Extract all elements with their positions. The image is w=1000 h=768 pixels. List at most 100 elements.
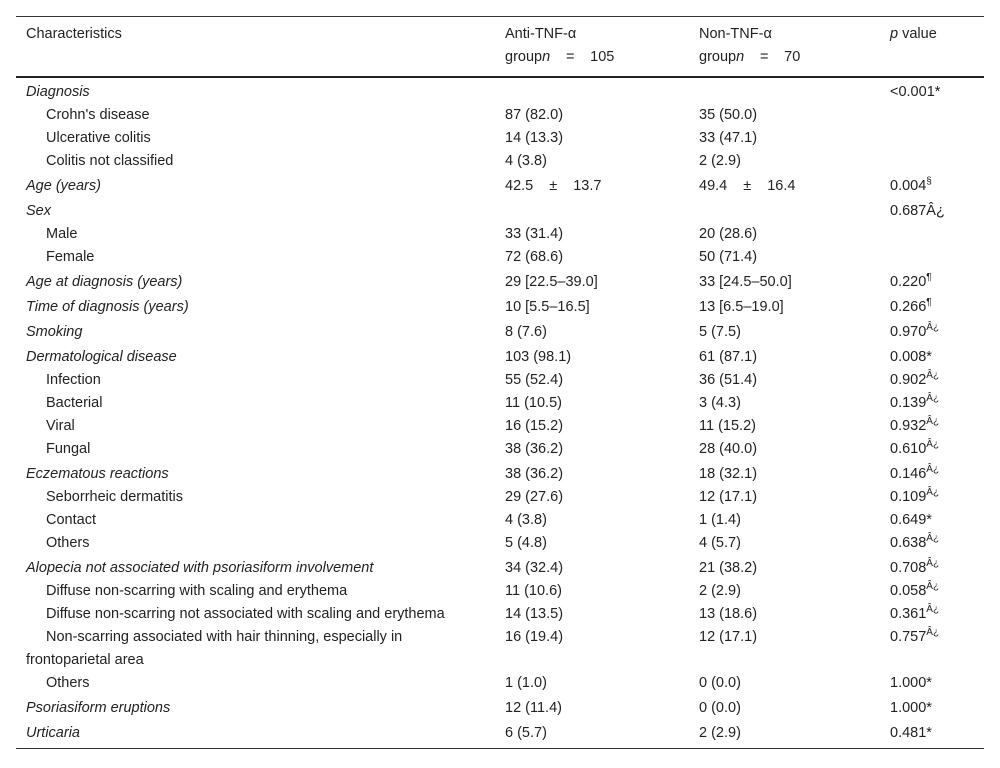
p-value: 0.361Â¿ bbox=[880, 603, 984, 626]
p-value: 0.146Â¿ bbox=[880, 461, 984, 486]
table-row: Infection 55 (52.4) 36 (51.4) 0.902Â¿ bbox=[16, 369, 984, 392]
p-value-footnote-mark: ¶ bbox=[926, 272, 932, 283]
anti-tnf-value: 8 (7.6) bbox=[505, 324, 547, 340]
p-value: <0.001* bbox=[880, 77, 984, 104]
non-tnf-value: 0 (0.0) bbox=[699, 675, 741, 691]
row-label: Bacterial bbox=[46, 395, 103, 411]
anti-tnf-value: 33 (31.4) bbox=[505, 226, 564, 242]
non-tnf-value: 12 (17.1) bbox=[699, 489, 758, 505]
header-non-tnf: Non-TNF-α groupn = 70 bbox=[699, 26, 801, 65]
p-value: 0.708Â¿ bbox=[880, 555, 984, 580]
non-tnf-value: 2 (2.9) bbox=[699, 725, 741, 741]
table-row: Urticaria 6 (5.7) 2 (2.9) 0.481* bbox=[16, 720, 984, 749]
table-row: Age at diagnosis (years) 29 [22.5–39.0] 33… bbox=[16, 269, 984, 294]
table-row: Colitis not classified 4 (3.8) 2 (2.9) bbox=[16, 150, 984, 173]
row-label: Viral bbox=[46, 418, 75, 434]
anti-tnf-value: 16 (19.4) bbox=[505, 629, 564, 645]
p-value-text: 0.146 bbox=[890, 466, 927, 482]
p-value: 0.970Â¿ bbox=[880, 319, 984, 344]
non-tnf-value: 12 (17.1) bbox=[699, 629, 758, 645]
row-label: Diffuse non-scarring with scaling and er… bbox=[46, 583, 348, 599]
row-label: Contact bbox=[46, 512, 96, 528]
p-value-text: 0.361 bbox=[890, 606, 927, 622]
row-label: Seborrheic dermatitis bbox=[46, 489, 183, 505]
row-label: Eczematous reactions bbox=[26, 466, 169, 482]
p-value-text: 0.708 bbox=[890, 560, 927, 576]
p-value bbox=[880, 246, 984, 269]
anti-tnf-value: 14 (13.3) bbox=[505, 130, 564, 146]
row-label: Psoriasiform eruptions bbox=[26, 700, 171, 716]
anti-tnf-value: 10 [5.5–16.5] bbox=[505, 299, 590, 315]
row-label: Infection bbox=[46, 372, 101, 388]
p-value-text: 1.000* bbox=[890, 675, 932, 691]
p-value-footnote-mark: Â¿ bbox=[926, 370, 940, 381]
p-value-text: 0.220 bbox=[890, 274, 927, 290]
non-tnf-value: 20 (28.6) bbox=[699, 226, 758, 242]
p-value: 0.638Â¿ bbox=[880, 532, 984, 555]
row-label: Sex bbox=[26, 203, 51, 219]
p-value-footnote-mark: Â¿ bbox=[926, 533, 940, 544]
table-row: Time of diagnosis (years) 10 [5.5–16.5] 13… bbox=[16, 294, 984, 319]
p-value-footnote-mark: Â¿ bbox=[926, 464, 940, 475]
non-tnf-value: 33 [24.5–50.0] bbox=[699, 274, 792, 290]
anti-tnf-value: 5 (4.8) bbox=[505, 535, 547, 551]
p-value: 1.000* bbox=[880, 695, 984, 720]
non-tnf-value: 28 (40.0) bbox=[699, 441, 758, 457]
p-value: 0.109Â¿ bbox=[880, 486, 984, 509]
row-label: Diagnosis bbox=[26, 84, 90, 100]
anti-tnf-value: 72 (68.6) bbox=[505, 249, 564, 265]
row-label: Age (years) bbox=[26, 178, 101, 194]
p-value: 0.649* bbox=[880, 509, 984, 532]
p-value-footnote-mark: Â¿ bbox=[926, 322, 940, 333]
p-value: 0.004§ bbox=[880, 173, 984, 198]
anti-tnf-value: 29 [22.5–39.0] bbox=[505, 274, 598, 290]
row-label: Alopecia not associated with psoriasifor… bbox=[26, 560, 374, 576]
p-value: 0.008* bbox=[880, 344, 984, 369]
p-value bbox=[880, 150, 984, 173]
p-value: 0.139Â¿ bbox=[880, 392, 984, 415]
table-row: Contact 4 (3.8) 1 (1.4) 0.649* bbox=[16, 509, 984, 532]
table-row: Male 33 (31.4) 20 (28.6) bbox=[16, 223, 984, 246]
table-row: Non-scarring associated with hair thinni… bbox=[16, 626, 984, 672]
characteristics-table: Characteristics Anti-TNF-α groupn = 105 No… bbox=[16, 16, 984, 749]
row-label: Colitis not classified bbox=[46, 153, 174, 169]
row-label: Diffuse non-scarring not associated with… bbox=[46, 606, 445, 622]
table-row: Alopecia not associated with psoriasifor… bbox=[16, 555, 984, 580]
anti-tnf-value: 12 (11.4) bbox=[505, 700, 562, 716]
p-value-text: 0.970 bbox=[890, 324, 927, 340]
anti-tnf-value: 16 (15.2) bbox=[505, 418, 564, 434]
anti-tnf-value: 34 (32.4) bbox=[505, 560, 564, 576]
row-label: Urticaria bbox=[26, 725, 80, 741]
row-label: Crohn's disease bbox=[46, 107, 150, 123]
non-tnf-value: 0 (0.0) bbox=[699, 700, 741, 716]
row-label: Age at diagnosis (years) bbox=[26, 274, 183, 290]
table-row: Smoking 8 (7.6) 5 (7.5) 0.970Â¿ bbox=[16, 319, 984, 344]
p-value-text: 1.000* bbox=[890, 700, 932, 716]
p-value-text: 0.481* bbox=[890, 725, 932, 741]
p-value-footnote-mark: Â¿ bbox=[926, 416, 940, 427]
non-tnf-value: 3 (4.3) bbox=[699, 395, 741, 411]
anti-tnf-value: 14 (13.5) bbox=[505, 606, 564, 622]
non-tnf-value: 49.4 ±16.4 bbox=[699, 178, 796, 194]
anti-tnf-value: 1 (1.0) bbox=[505, 675, 547, 691]
table-header-row: Characteristics Anti-TNF-α groupn = 105 No… bbox=[16, 16, 984, 77]
anti-tnf-value bbox=[495, 198, 689, 223]
non-tnf-value: 1 (1.4) bbox=[699, 512, 741, 528]
p-value-footnote-mark: Â¿ bbox=[926, 604, 940, 615]
p-value-text: 0.932 bbox=[890, 418, 927, 434]
non-tnf-value bbox=[689, 77, 880, 104]
p-value: 0.266¶ bbox=[880, 294, 984, 319]
non-tnf-value: 2 (2.9) bbox=[699, 583, 741, 599]
non-tnf-value: 61 (87.1) bbox=[699, 349, 758, 365]
table-row: Diffuse non-scarring with scaling and er… bbox=[16, 580, 984, 603]
p-value: 1.000* bbox=[880, 672, 984, 695]
table-row: Sex 0.687Â¿ bbox=[16, 198, 984, 223]
table-row: Eczematous reactions 38 (36.2) 18 (32.1) 0.… bbox=[16, 461, 984, 486]
p-value-footnote-mark: Â¿ bbox=[926, 581, 940, 592]
p-value-footnote-mark: Â¿ bbox=[926, 627, 940, 638]
p-value bbox=[880, 223, 984, 246]
anti-tnf-value: 103 (98.1) bbox=[505, 349, 572, 365]
anti-tnf-value: 29 (27.6) bbox=[505, 489, 564, 505]
non-tnf-value: 13 [6.5–19.0] bbox=[699, 299, 784, 315]
p-value: 0.481* bbox=[880, 720, 984, 749]
